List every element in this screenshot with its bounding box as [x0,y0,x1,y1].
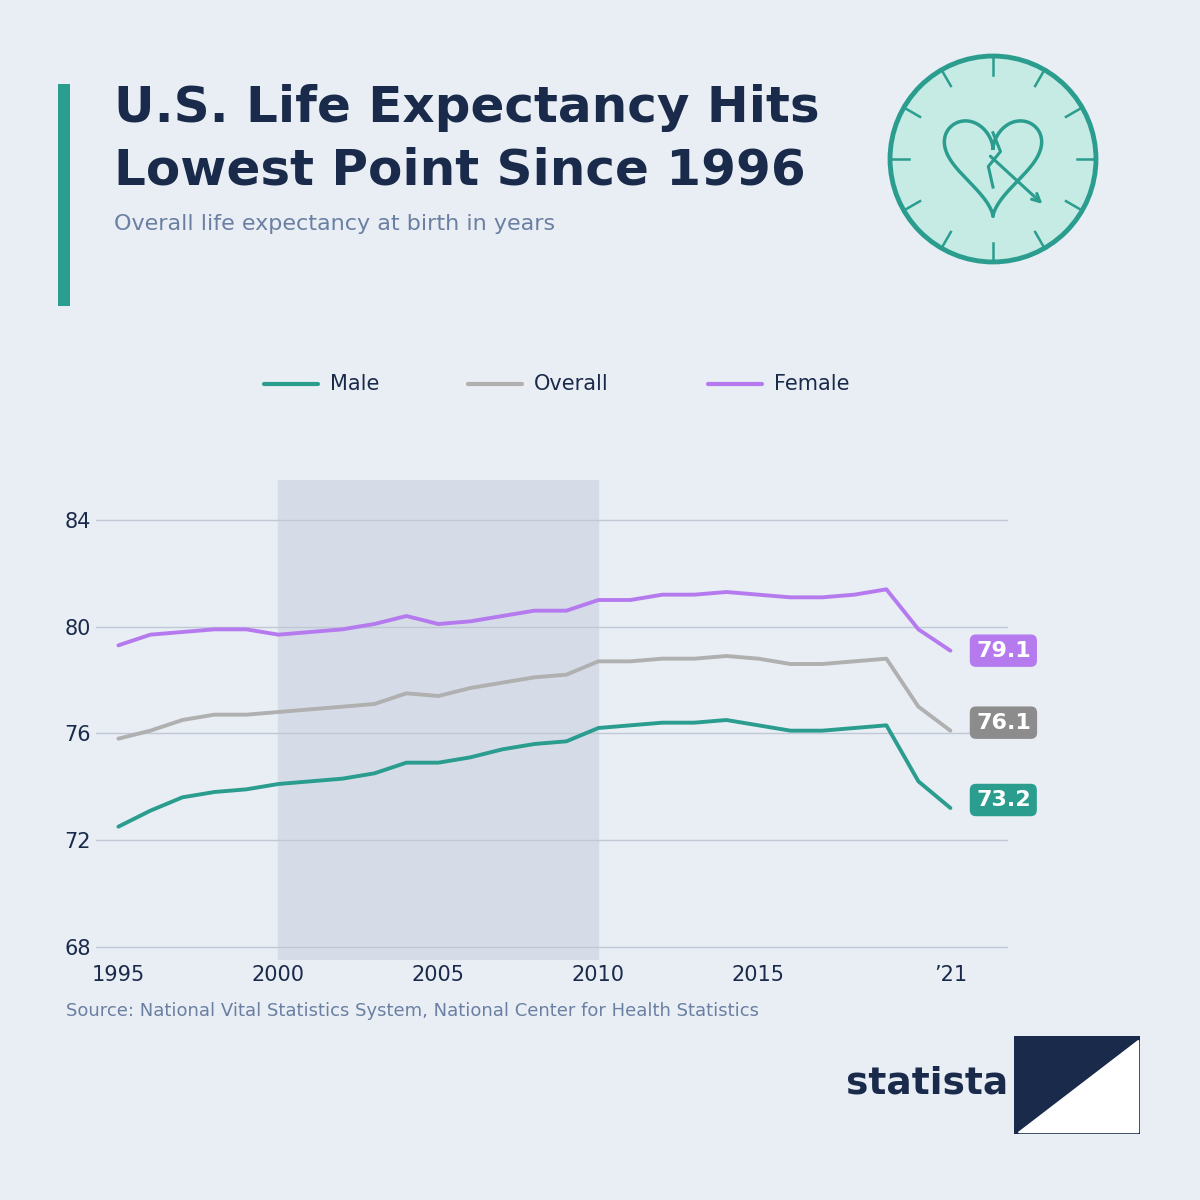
Text: Male: Male [330,374,379,394]
Circle shape [890,56,1096,262]
Bar [278,480,599,960]
Text: Lowest Point Since 1996: Lowest Point Since 1996 [114,146,805,194]
Text: Overall: Overall [534,374,608,394]
Text: 79.1: 79.1 [976,641,1031,661]
Text: U.S. Life Expectancy Hits: U.S. Life Expectancy Hits [114,84,820,132]
Text: 76.1: 76.1 [976,713,1031,733]
Text: Female: Female [774,374,850,394]
Text: statista: statista [846,1066,1008,1102]
Text: Source: National Vital Statistics System, National Center for Health Statistics: Source: National Vital Statistics System… [66,1002,760,1020]
Text: 73.2: 73.2 [976,790,1031,810]
Text: Overall life expectancy at birth in years: Overall life expectancy at birth in year… [114,214,556,234]
Polygon shape [944,121,1042,216]
